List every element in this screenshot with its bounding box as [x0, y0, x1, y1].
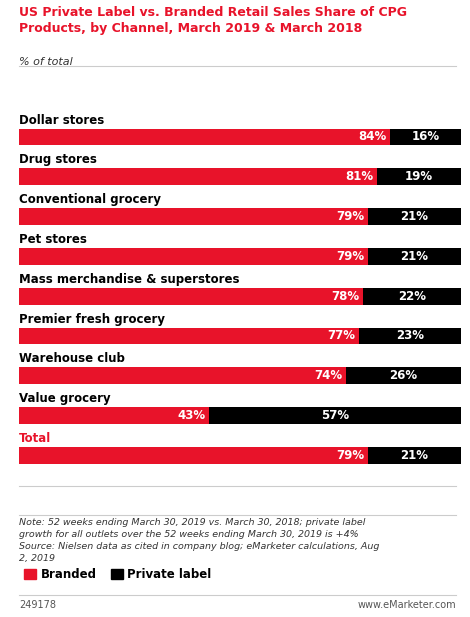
Text: 22%: 22% — [398, 289, 426, 303]
Text: 23%: 23% — [396, 329, 424, 342]
Bar — [19, 367, 346, 384]
Bar — [19, 248, 368, 265]
Text: 84%: 84% — [358, 130, 386, 143]
Text: 21%: 21% — [400, 210, 428, 223]
Text: Value grocery: Value grocery — [19, 392, 110, 405]
Bar — [19, 447, 368, 464]
Text: Warehouse club: Warehouse club — [19, 352, 125, 365]
Text: 81%: 81% — [345, 170, 373, 183]
Bar — [19, 128, 390, 145]
Bar — [363, 288, 461, 305]
Text: 79%: 79% — [336, 210, 364, 223]
Bar — [376, 168, 461, 185]
Legend: Branded, Private label: Branded, Private label — [24, 568, 212, 581]
Bar — [19, 288, 363, 305]
Text: 21%: 21% — [400, 250, 428, 263]
Text: Premier fresh grocery: Premier fresh grocery — [19, 313, 165, 326]
Text: 78%: 78% — [332, 289, 360, 303]
Bar — [346, 367, 461, 384]
Text: www.eMarketer.com: www.eMarketer.com — [357, 600, 456, 610]
Bar — [368, 208, 461, 225]
Bar — [19, 208, 368, 225]
Bar — [19, 168, 376, 185]
Text: Dollar stores: Dollar stores — [19, 114, 104, 126]
Text: US Private Label vs. Branded Retail Sales Share of CPG
Products, by Channel, Mar: US Private Label vs. Branded Retail Sale… — [19, 6, 407, 35]
Text: 57%: 57% — [321, 409, 349, 422]
Bar — [368, 248, 461, 265]
Bar — [19, 407, 209, 424]
Text: 77%: 77% — [328, 329, 355, 342]
Bar — [19, 328, 359, 344]
Text: Pet stores: Pet stores — [19, 233, 86, 246]
Text: Conventional grocery: Conventional grocery — [19, 193, 161, 206]
Text: Drug stores: Drug stores — [19, 154, 97, 167]
Text: 16%: 16% — [411, 130, 439, 143]
Text: Note: 52 weeks ending March 30, 2019 vs. March 30, 2018; private label
growth fo: Note: 52 weeks ending March 30, 2019 vs.… — [19, 518, 379, 563]
Bar — [390, 128, 461, 145]
Text: 79%: 79% — [336, 449, 364, 462]
Bar — [359, 328, 461, 344]
Text: 74%: 74% — [314, 369, 342, 383]
Text: 249178: 249178 — [19, 600, 56, 610]
Text: Mass merchandise & superstores: Mass merchandise & superstores — [19, 273, 239, 286]
Text: % of total: % of total — [19, 57, 72, 67]
Bar — [368, 447, 461, 464]
Text: 26%: 26% — [389, 369, 417, 383]
Text: Total: Total — [19, 432, 51, 445]
Text: 79%: 79% — [336, 250, 364, 263]
Bar — [209, 407, 461, 424]
Text: 43%: 43% — [177, 409, 205, 422]
Text: 21%: 21% — [400, 449, 428, 462]
Text: 19%: 19% — [405, 170, 433, 183]
